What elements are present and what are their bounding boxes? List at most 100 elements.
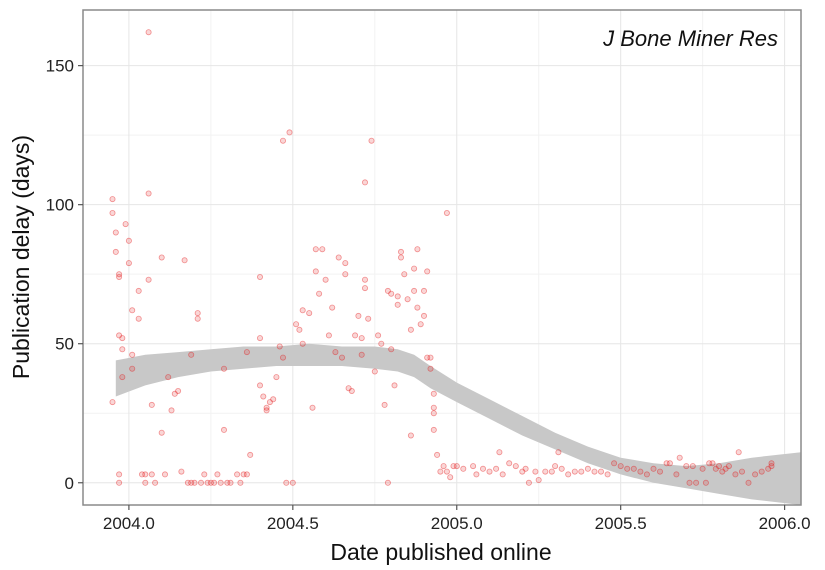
data-point	[745, 479, 752, 486]
data-point	[234, 471, 241, 478]
data-point	[499, 471, 506, 478]
data-point	[335, 254, 342, 261]
data-point	[181, 257, 188, 264]
data-point	[188, 351, 195, 358]
data-point	[676, 454, 683, 461]
data-point	[689, 463, 696, 470]
data-point	[145, 190, 152, 197]
data-point	[525, 479, 532, 486]
data-point	[188, 479, 195, 486]
data-point	[427, 365, 434, 372]
data-point	[119, 374, 126, 381]
data-point	[329, 304, 336, 311]
data-point	[650, 465, 657, 472]
data-point	[109, 196, 116, 203]
data-point	[161, 471, 168, 478]
data-point	[348, 387, 355, 394]
data-point	[279, 354, 286, 361]
data-point	[116, 479, 123, 486]
data-point	[270, 396, 277, 403]
data-point	[256, 382, 263, 389]
data-point	[191, 479, 198, 486]
data-point	[375, 332, 382, 339]
data-point	[299, 340, 306, 347]
data-point	[424, 354, 431, 361]
data-point	[424, 268, 431, 275]
data-point	[312, 268, 319, 275]
data-point	[129, 365, 136, 372]
data-point	[427, 354, 434, 361]
x-tick-label: 2004.0	[103, 514, 155, 533]
data-point	[417, 321, 424, 328]
data-point	[712, 465, 719, 472]
data-point	[686, 479, 693, 486]
data-point	[125, 237, 132, 244]
data-point	[316, 290, 323, 297]
plot-border	[82, 9, 802, 506]
data-point	[486, 468, 493, 475]
data-point	[699, 465, 706, 472]
data-point	[135, 287, 142, 294]
data-point	[217, 479, 224, 486]
data-point	[263, 404, 270, 411]
data-point	[768, 460, 775, 467]
smooth-band-layer	[115, 343, 801, 505]
data-point	[135, 315, 142, 322]
data-point	[263, 407, 270, 414]
data-point	[178, 468, 185, 475]
y-tick-label: 100	[46, 196, 74, 215]
data-point	[112, 248, 119, 255]
data-point	[532, 468, 539, 475]
data-point	[260, 393, 267, 400]
data-point	[407, 326, 414, 333]
data-point	[342, 271, 349, 278]
data-point	[663, 460, 670, 467]
data-point	[443, 468, 450, 475]
x-tick-label: 2005.0	[431, 514, 483, 533]
data-point	[591, 468, 598, 475]
data-point	[768, 463, 775, 470]
data-point	[286, 129, 293, 136]
plot-panel	[83, 10, 801, 505]
data-point	[283, 479, 290, 486]
data-point	[420, 287, 427, 294]
data-point	[434, 451, 441, 458]
data-point	[384, 287, 391, 294]
data-point	[401, 271, 408, 278]
data-point	[384, 479, 391, 486]
data-point	[197, 479, 204, 486]
data-point	[624, 465, 631, 472]
data-point	[168, 407, 175, 414]
data-point	[558, 465, 565, 472]
data-point	[293, 321, 300, 328]
data-point	[716, 463, 723, 470]
data-point	[673, 471, 680, 478]
data-point	[129, 351, 136, 358]
data-point	[358, 351, 365, 358]
data-point	[725, 463, 732, 470]
data-point	[611, 460, 618, 467]
data-point	[571, 468, 578, 475]
data-point	[184, 479, 191, 486]
data-point	[584, 465, 591, 472]
data-point	[404, 296, 411, 303]
data-point	[122, 221, 129, 228]
minor-gridlines	[83, 10, 801, 505]
data-point	[535, 476, 542, 483]
data-point	[325, 332, 332, 339]
data-point	[371, 368, 378, 375]
data-point	[237, 479, 244, 486]
data-point	[243, 349, 250, 356]
data-point	[145, 276, 152, 283]
data-point	[361, 179, 368, 186]
data-point	[643, 471, 650, 478]
data-point	[666, 460, 673, 467]
major-gridlines	[83, 10, 801, 505]
data-point	[116, 271, 123, 278]
data-point	[158, 254, 165, 261]
data-point	[722, 465, 729, 472]
data-point	[276, 343, 283, 350]
data-point	[522, 465, 529, 472]
x-tick-label: 2006.0	[759, 514, 811, 533]
